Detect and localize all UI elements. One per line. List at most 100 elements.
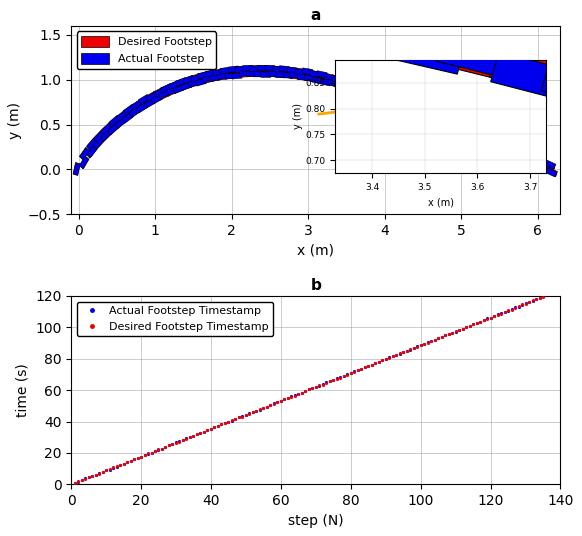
Polygon shape <box>228 66 239 72</box>
Polygon shape <box>239 71 249 77</box>
Polygon shape <box>247 71 257 77</box>
Polygon shape <box>356 88 367 96</box>
Legend: Desired Footstep, Actual Footstep: Desired Footstep, Actual Footstep <box>77 32 217 69</box>
Polygon shape <box>421 110 432 120</box>
Polygon shape <box>537 158 548 167</box>
Polygon shape <box>450 123 462 132</box>
Polygon shape <box>436 117 447 126</box>
Polygon shape <box>283 72 293 78</box>
Polygon shape <box>546 168 557 177</box>
Polygon shape <box>317 71 327 78</box>
Polygon shape <box>109 116 119 128</box>
Polygon shape <box>508 144 519 153</box>
Polygon shape <box>272 66 282 72</box>
Polygon shape <box>197 71 208 79</box>
Polygon shape <box>93 137 104 149</box>
Polygon shape <box>341 83 352 91</box>
Desired Footstep Timestamp <box>320 381 327 388</box>
Polygon shape <box>346 78 357 86</box>
Polygon shape <box>161 84 172 93</box>
Polygon shape <box>383 90 394 99</box>
Polygon shape <box>205 70 216 77</box>
Polygon shape <box>232 73 242 79</box>
Polygon shape <box>243 66 253 72</box>
Y-axis label: y (m): y (m) <box>8 102 22 139</box>
Polygon shape <box>195 78 206 86</box>
Polygon shape <box>378 94 389 102</box>
Polygon shape <box>123 105 134 115</box>
Polygon shape <box>268 71 279 77</box>
Polygon shape <box>501 140 512 150</box>
Polygon shape <box>546 167 558 176</box>
Polygon shape <box>217 73 227 80</box>
Polygon shape <box>108 124 119 135</box>
Polygon shape <box>137 102 148 113</box>
Polygon shape <box>525 158 536 167</box>
Polygon shape <box>269 71 279 77</box>
Polygon shape <box>508 143 519 152</box>
Polygon shape <box>464 123 474 132</box>
Polygon shape <box>532 161 543 170</box>
Polygon shape <box>94 131 104 143</box>
Polygon shape <box>290 73 300 79</box>
Polygon shape <box>151 94 162 104</box>
Polygon shape <box>361 83 371 91</box>
Polygon shape <box>175 78 186 86</box>
Polygon shape <box>176 78 186 87</box>
Polygon shape <box>474 134 484 144</box>
Polygon shape <box>304 75 315 82</box>
Polygon shape <box>80 156 89 169</box>
Polygon shape <box>301 69 312 76</box>
Polygon shape <box>276 71 286 78</box>
Polygon shape <box>427 107 438 116</box>
Polygon shape <box>442 115 453 124</box>
Polygon shape <box>279 66 289 72</box>
Polygon shape <box>383 90 393 99</box>
Polygon shape <box>73 162 80 175</box>
Polygon shape <box>166 87 177 96</box>
Polygon shape <box>473 133 484 143</box>
Polygon shape <box>522 151 533 160</box>
Polygon shape <box>86 146 97 158</box>
Polygon shape <box>261 72 271 78</box>
Polygon shape <box>168 81 179 90</box>
Polygon shape <box>324 73 335 80</box>
Polygon shape <box>94 138 104 150</box>
Polygon shape <box>239 70 250 76</box>
Polygon shape <box>459 127 470 136</box>
Polygon shape <box>523 151 534 160</box>
Polygon shape <box>392 99 403 108</box>
Polygon shape <box>349 85 359 93</box>
Polygon shape <box>225 73 235 79</box>
Polygon shape <box>217 73 228 80</box>
Polygon shape <box>108 123 119 135</box>
Polygon shape <box>370 92 381 100</box>
Polygon shape <box>353 80 364 89</box>
Polygon shape <box>188 80 198 88</box>
Polygon shape <box>510 150 521 160</box>
Polygon shape <box>228 66 238 73</box>
Polygon shape <box>188 79 199 87</box>
Polygon shape <box>444 120 455 129</box>
Polygon shape <box>348 84 359 92</box>
Polygon shape <box>331 75 341 83</box>
Polygon shape <box>283 72 293 78</box>
Polygon shape <box>101 130 111 142</box>
Polygon shape <box>412 101 423 110</box>
Polygon shape <box>168 81 179 90</box>
Polygon shape <box>247 71 257 77</box>
Polygon shape <box>530 154 541 163</box>
Polygon shape <box>434 110 445 120</box>
Polygon shape <box>196 78 206 86</box>
Polygon shape <box>173 85 184 93</box>
Actual Footstep Timestamp <box>540 293 546 300</box>
Polygon shape <box>420 104 431 113</box>
Polygon shape <box>405 99 416 108</box>
Desired Footstep Timestamp <box>407 346 414 352</box>
Polygon shape <box>139 95 150 106</box>
Polygon shape <box>368 85 379 94</box>
Polygon shape <box>420 105 431 114</box>
Polygon shape <box>368 85 379 93</box>
Y-axis label: time (s): time (s) <box>16 363 30 417</box>
Polygon shape <box>334 81 345 88</box>
